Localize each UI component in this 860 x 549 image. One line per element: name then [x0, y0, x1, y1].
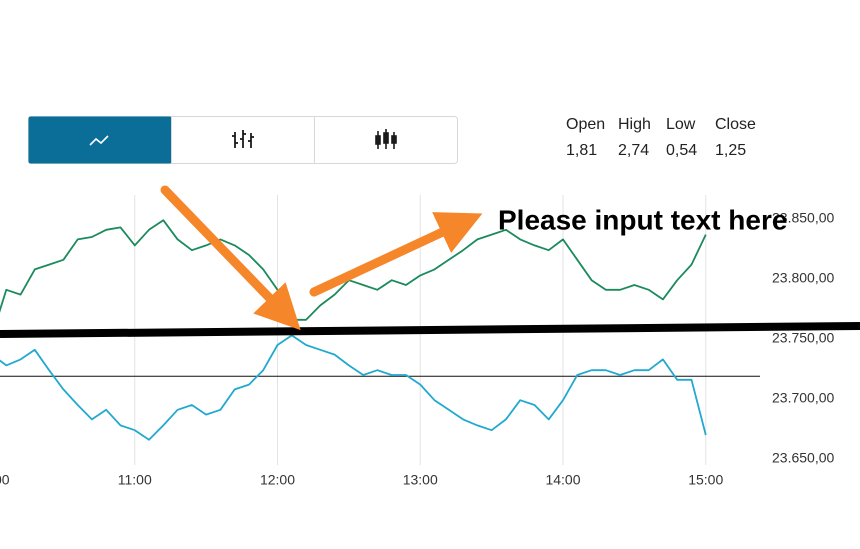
- x-tick-label: 10:00: [0, 472, 10, 488]
- ohlc-icon: [232, 130, 254, 148]
- x-tick-label: 14:00: [545, 472, 580, 488]
- ohlc-label: Open: [566, 116, 605, 133]
- line-icon: [89, 135, 109, 146]
- ohlc-value: 0,54: [666, 142, 697, 159]
- annotation-arrow: [160, 185, 301, 331]
- ohlc-value: 2,74: [618, 142, 649, 159]
- y-tick-label: 23.650,00: [772, 450, 834, 466]
- y-tick-label: 23.750,00: [772, 330, 834, 346]
- y-tick-label: 23.700,00: [772, 390, 834, 406]
- ohlc-label: Low: [666, 116, 696, 133]
- y-tick-label: 23.800,00: [772, 270, 834, 286]
- annotation-text: Please input text here: [498, 204, 787, 235]
- annotation-arrow: [309, 212, 483, 297]
- x-tick-label: 15:00: [688, 472, 723, 488]
- y-tick-label: 23.850,00: [772, 210, 834, 226]
- ohlc-panel: Open 1,81 High 2,74 Low 0,54 Close 1,25: [566, 116, 756, 159]
- ohlc-label: Close: [715, 116, 756, 133]
- ohlc-value: 1,25: [715, 142, 746, 159]
- x-tick-label: 13:00: [403, 472, 438, 488]
- ohlc-label: High: [618, 116, 651, 133]
- grid: 10:00 11:00 12:00 13:00 14:00 15:00 23.650,00 2…: [0, 195, 834, 488]
- x-tick-label: 12:00: [260, 472, 295, 488]
- candlestick-icon: [375, 129, 397, 149]
- annotation-line: [0, 322, 860, 338]
- line-button[interactable]: [28, 116, 172, 164]
- series-line: [0, 334, 707, 441]
- x-tick-label: 11:00: [118, 472, 152, 488]
- toolbar: [28, 116, 458, 164]
- ohlc-value: 1,81: [566, 142, 597, 159]
